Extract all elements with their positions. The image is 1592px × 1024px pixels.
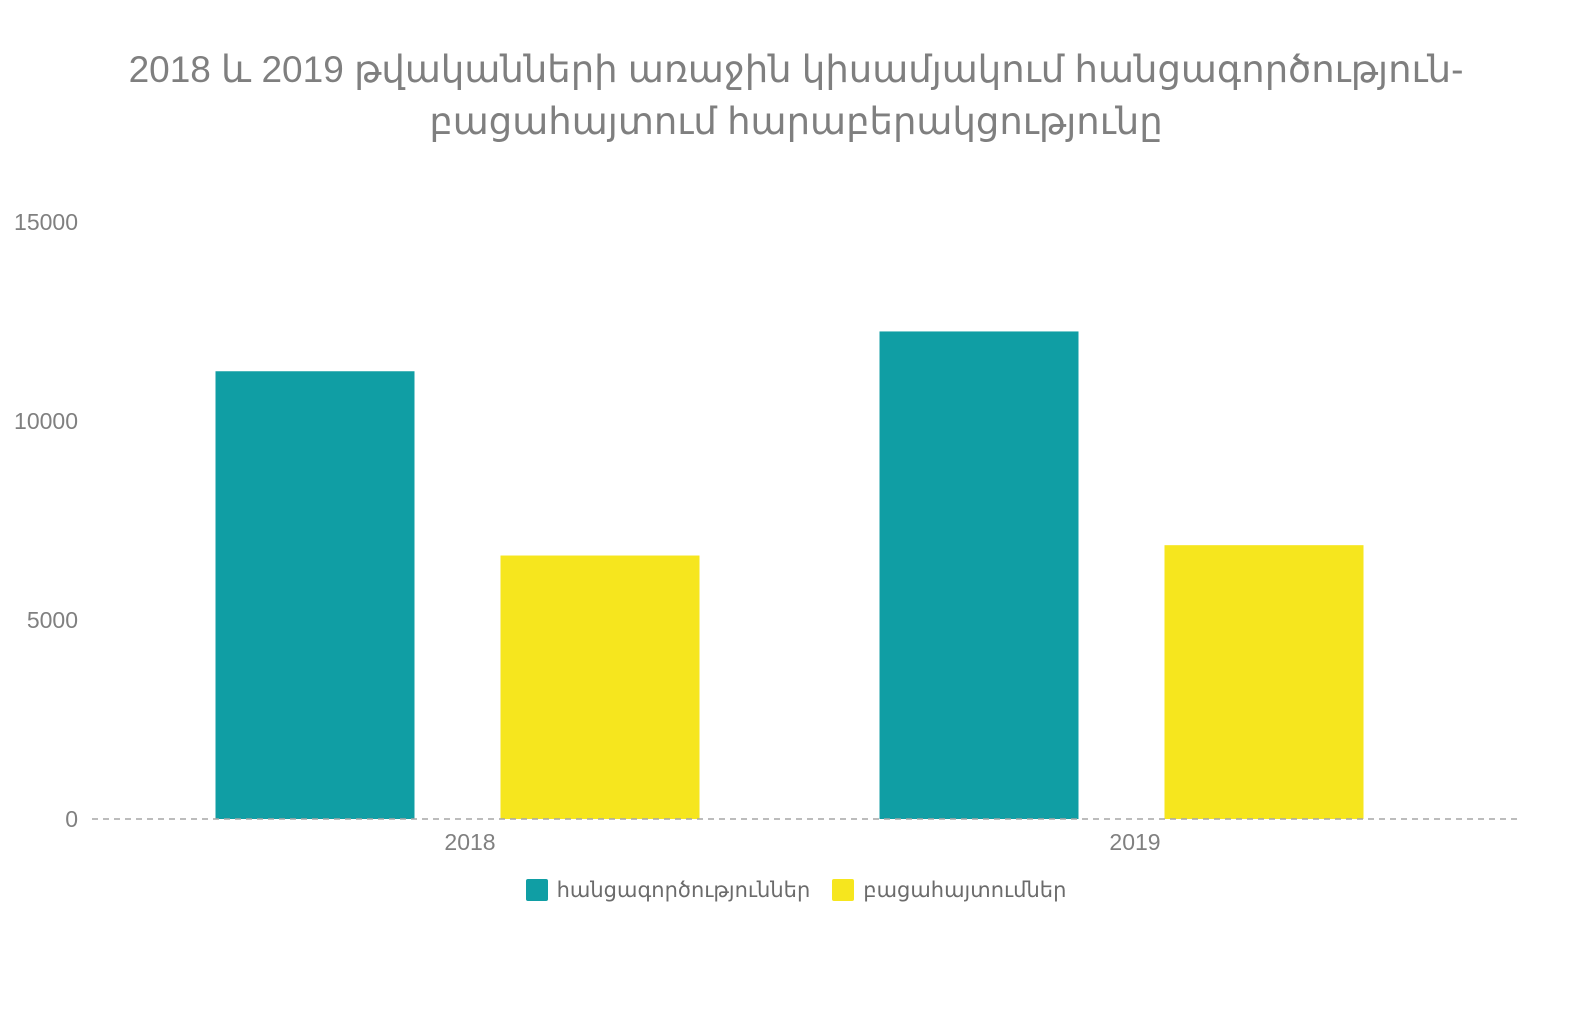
chart-title-line-1: 2018 և 2019 թվականների առաջին կիսամյակու… — [128, 49, 1464, 90]
chart-title-line-2: բացահայտում հարաբերակցությունը — [429, 101, 1163, 142]
legend-label-crimes: հանցագործություններ — [556, 878, 811, 902]
x-axis-labels: 2018 2019 — [444, 829, 1160, 855]
x-category-label: 2018 — [444, 829, 495, 855]
y-tick-label: 5000 — [27, 607, 78, 633]
bar-2018-crimes[interactable] — [215, 371, 415, 819]
legend-item-solved[interactable]: բացահայտումներ — [832, 878, 1066, 902]
legend-label-solved: բացահայտումներ — [863, 878, 1067, 902]
y-tick-label: 15000 — [14, 209, 78, 235]
y-tick-label: 10000 — [14, 408, 78, 434]
legend: հանցագործություններ բացահայտումներ — [0, 878, 1592, 902]
bar-2019-crimes[interactable] — [879, 331, 1079, 819]
x-category-label: 2019 — [1109, 829, 1160, 855]
legend-swatch-crimes — [525, 879, 548, 901]
bar-2018-solved[interactable] — [500, 555, 700, 819]
legend-swatch-solved — [832, 879, 855, 901]
legend-item-crimes[interactable]: հանցագործություններ — [525, 878, 811, 902]
y-tick-label: 0 — [65, 806, 78, 832]
bars — [215, 331, 1364, 819]
y-axis-ticks: 0 5000 10000 15000 — [14, 209, 78, 832]
chart-title: 2018 և 2019 թվականների առաջին կիսամյակու… — [0, 44, 1592, 148]
bar-2019-solved[interactable] — [1164, 545, 1364, 819]
